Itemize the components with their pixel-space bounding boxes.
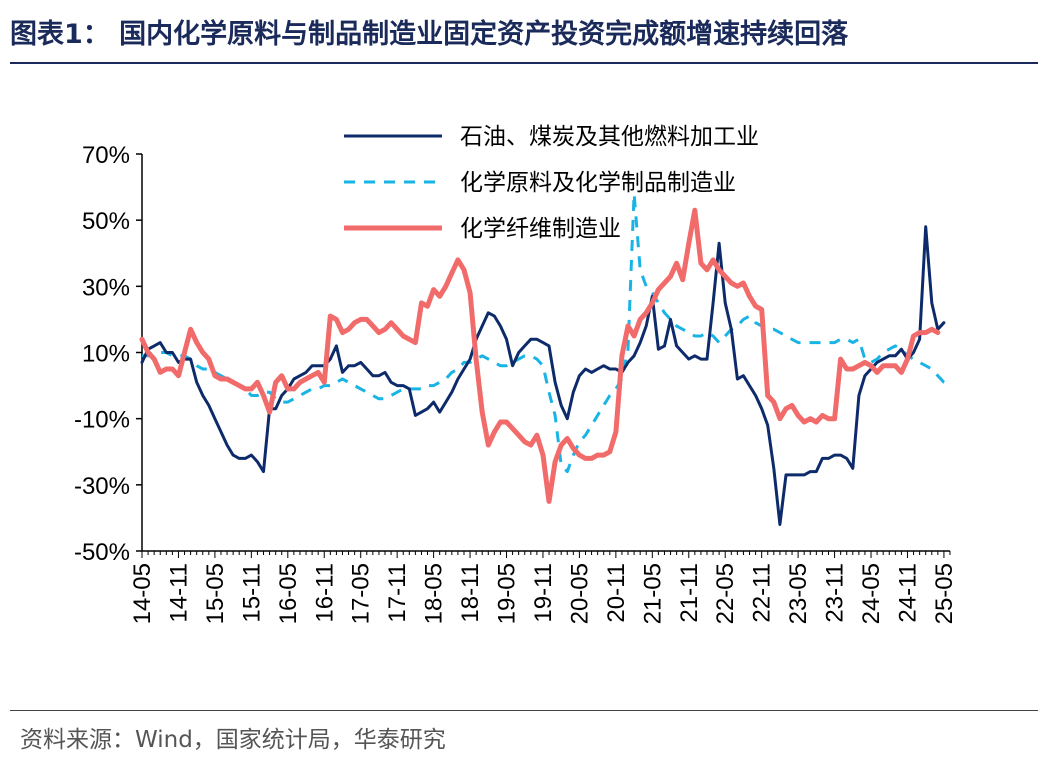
x-tick-label: 21-05 [639,563,666,624]
series-line-3 [139,207,941,504]
x-tick-label: 21-11 [676,563,703,623]
x-tick-label: 19-11 [530,563,557,623]
x-tick-label: 23-11 [822,563,849,623]
x-tick-label: 16-05 [275,563,302,624]
x-tick-label: 18-05 [421,563,448,624]
x-tick-label: 15-05 [202,563,229,624]
series-line-1 [140,225,946,526]
y-tick-label: -10% [74,407,130,434]
x-tick-label: 16-11 [311,563,338,623]
x-tick-label: 17-11 [384,563,411,623]
y-tick-label: -50% [74,539,130,566]
x-tick-label: 23-05 [785,563,812,624]
source-rule [10,710,1038,711]
x-tick-label: 20-11 [603,563,630,623]
line-chart: 70% 50% 30% 10% -10% -30% -50%14-05 14-11 15-05 1… [74,124,958,624]
legend-label-2: 化学原料及化学制品制造业 [460,170,736,196]
x-tick-label: 25-05 [931,563,958,624]
x-tick-label: 15-11 [238,563,265,623]
legend-label-1: 石油、煤炭及其他燃料加工业 [460,124,759,150]
series-line-2 [142,192,951,474]
x-tick-label: 14-11 [165,563,192,623]
x-tick-label: 24-11 [894,563,921,623]
figure-title: 图表1： 国内化学原料与制品制造业固定资产投资完成额增速持续回落 [10,19,849,50]
source-note: 资料来源：Wind，国家统计局，华泰研究 [20,727,446,753]
legend-label-3: 化学纤维制造业 [460,216,621,242]
x-tick-label: 20-05 [566,563,593,624]
x-tick-label: 14-05 [129,563,156,624]
x-tick-label: 18-11 [457,563,484,623]
y-tick-label: 50% [82,208,130,235]
y-tick-label: 70% [82,142,130,169]
y-tick-label: 10% [82,341,130,368]
x-tick-label: 24-05 [858,563,885,624]
x-tick-label: 22-11 [749,563,776,623]
y-tick-label: -30% [74,473,130,500]
y-tick-label: 30% [82,274,130,301]
x-tick-label: 17-05 [348,563,375,624]
x-tick-label: 22-05 [712,563,739,624]
title-rule [10,62,1038,64]
x-tick-label: 19-05 [494,563,521,624]
